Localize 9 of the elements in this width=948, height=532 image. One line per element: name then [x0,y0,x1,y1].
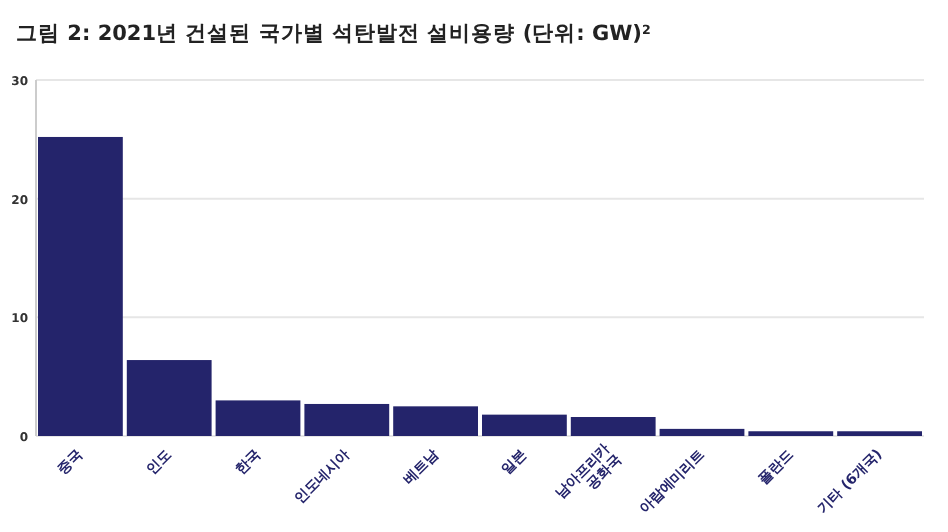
chart-title: 그림 2: 2021년 건설된 국가별 석탄발전 설비용량 (단위: GW)$^{2}$ [16,22,651,46]
bar [393,406,478,436]
bar [304,403,390,436]
bar [659,428,745,436]
bar [38,136,123,436]
bar [126,360,212,436]
bar [482,414,567,436]
bar [215,400,301,436]
bar [570,417,656,436]
